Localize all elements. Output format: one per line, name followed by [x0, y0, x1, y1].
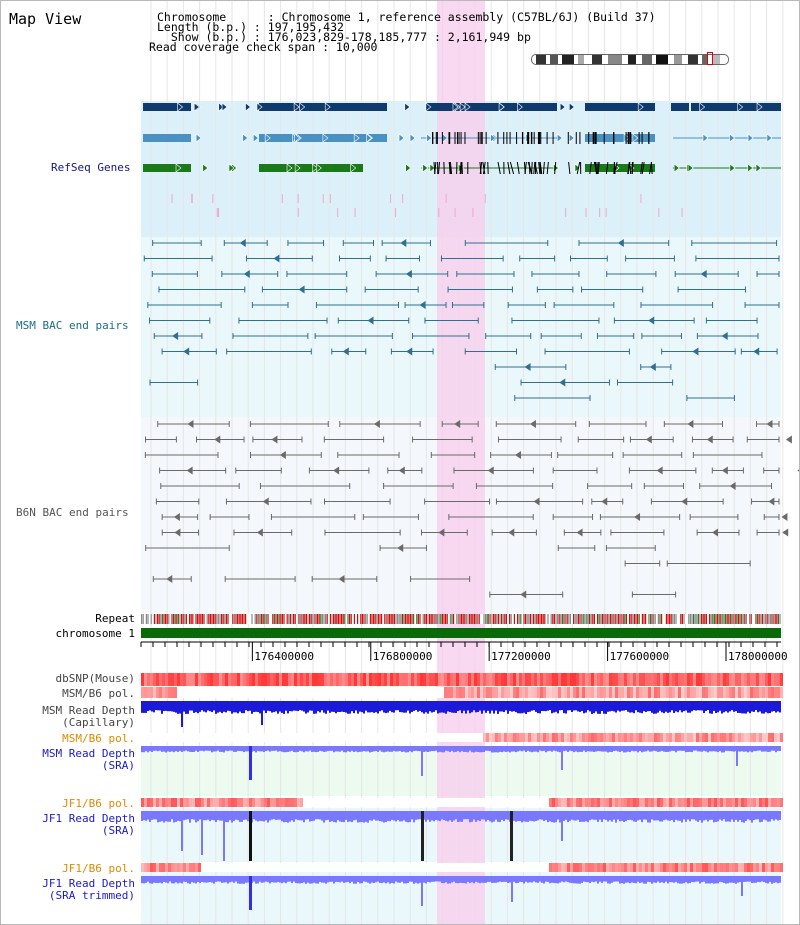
- gene-row-5: [143, 163, 781, 173]
- chromosome-bar: [141, 628, 781, 638]
- msm-read-depth-sra-label[interactable]: MSM Read Depth: [42, 747, 135, 760]
- ideogram-band: [578, 55, 584, 64]
- jf1-read-depth-sra-label[interactable]: JF1 Read Depth: [42, 812, 135, 825]
- chromosome-ideogram[interactable]: [531, 54, 729, 65]
- jf1-trimmed-depth: [141, 876, 781, 910]
- dbsnp-heatmap: [141, 673, 783, 686]
- msm-bac-pairs: [143, 239, 780, 401]
- msm-b6-pol-label-2[interactable]: MSM/B6 pol.: [62, 732, 135, 745]
- jf1-read-depth-trimmed-label[interactable]: JF1 Read Depth: [42, 877, 135, 890]
- jf1-b6-pol-heatmap-2: [141, 863, 783, 872]
- jf1-b6-pol-label-1[interactable]: JF1/B6 pol.: [62, 797, 135, 810]
- map-view-title: Map View: [9, 10, 82, 28]
- chromosome-track-label[interactable]: chromosome 1: [55, 627, 135, 640]
- msm-sra-depth: [141, 746, 781, 780]
- ideogram-band: [562, 55, 574, 64]
- msm-bac-end-pairs-label[interactable]: MSM BAC end pairs: [16, 319, 129, 332]
- axis-tick-label: 177600000: [610, 650, 670, 663]
- repeat-track: [141, 614, 781, 624]
- ideogram-band: [674, 55, 682, 64]
- msm-capillary-depth: [141, 701, 781, 727]
- b6n-bac-end-pairs-label[interactable]: B6N BAC end pairs: [16, 506, 129, 519]
- ideogram-band: [608, 55, 622, 64]
- ideogram-band: [642, 55, 652, 64]
- coverage-span-info: Read coverage check span : 10,000: [149, 40, 378, 54]
- gene-row-1: [143, 102, 781, 112]
- chromosome-info: Chromosome : Chromosome 1, reference ass…: [157, 10, 656, 24]
- dbsnp-label[interactable]: dbSNP(Mouse): [55, 672, 135, 685]
- position-axis: 176400000 176800000 177200000 177600000 1780…: [140, 641, 788, 663]
- repeat-label[interactable]: Repeat: [95, 612, 135, 625]
- refseq-genes-label[interactable]: RefSeq Genes: [51, 161, 131, 174]
- msm-read-depth-capillary-sublabel: (Capillary): [62, 716, 135, 729]
- jf1-read-depth-sra-sublabel: (SRA): [101, 824, 135, 837]
- axis-tick-label: 176800000: [373, 650, 433, 663]
- ideogram-band: [688, 55, 698, 64]
- ideogram-band: [656, 55, 668, 64]
- refseq-genes-group: [143, 102, 781, 217]
- msm-read-depth-capillary-label[interactable]: MSM Read Depth: [42, 704, 135, 717]
- ideogram-band: [550, 55, 558, 64]
- jf1-sra-depth: [141, 811, 781, 861]
- ideogram-band: [536, 55, 546, 64]
- show-range-info: Show (b.p.) : 176,023,829-178,185,777 : …: [157, 30, 531, 44]
- msm-b6-pol-heatmap-1: [141, 687, 783, 698]
- jf1-b6-pol-label-2[interactable]: JF1/B6 pol.: [62, 862, 135, 875]
- b6n-bac-pairs: [144, 420, 799, 599]
- ideogram-band: [702, 55, 708, 64]
- axis-tick-label: 177200000: [491, 650, 551, 663]
- msm-read-depth-sra-sublabel: (SRA): [101, 759, 135, 772]
- selected-region-highlight: [437, 1, 485, 924]
- ideogram-band: [628, 55, 636, 64]
- msm-b6-pol-label-1[interactable]: MSM/B6 pol.: [62, 687, 135, 700]
- jf1-b6-pol-heatmap-1: [141, 798, 783, 807]
- axis-tick-label: 176400000: [254, 650, 314, 663]
- gene-row-3: [143, 133, 781, 143]
- axis-tick-label: 178000000: [728, 650, 788, 663]
- msm-b6-pol-heatmap-2: [141, 733, 783, 742]
- ideogram-position-marker: [707, 52, 713, 65]
- length-info: Length (b.p.) : 197,195,432: [157, 20, 344, 34]
- jf1-read-depth-trimmed-sublabel: (SRA trimmed): [48, 889, 135, 902]
- ideogram-band: [712, 55, 720, 64]
- ideogram-band: [592, 55, 602, 64]
